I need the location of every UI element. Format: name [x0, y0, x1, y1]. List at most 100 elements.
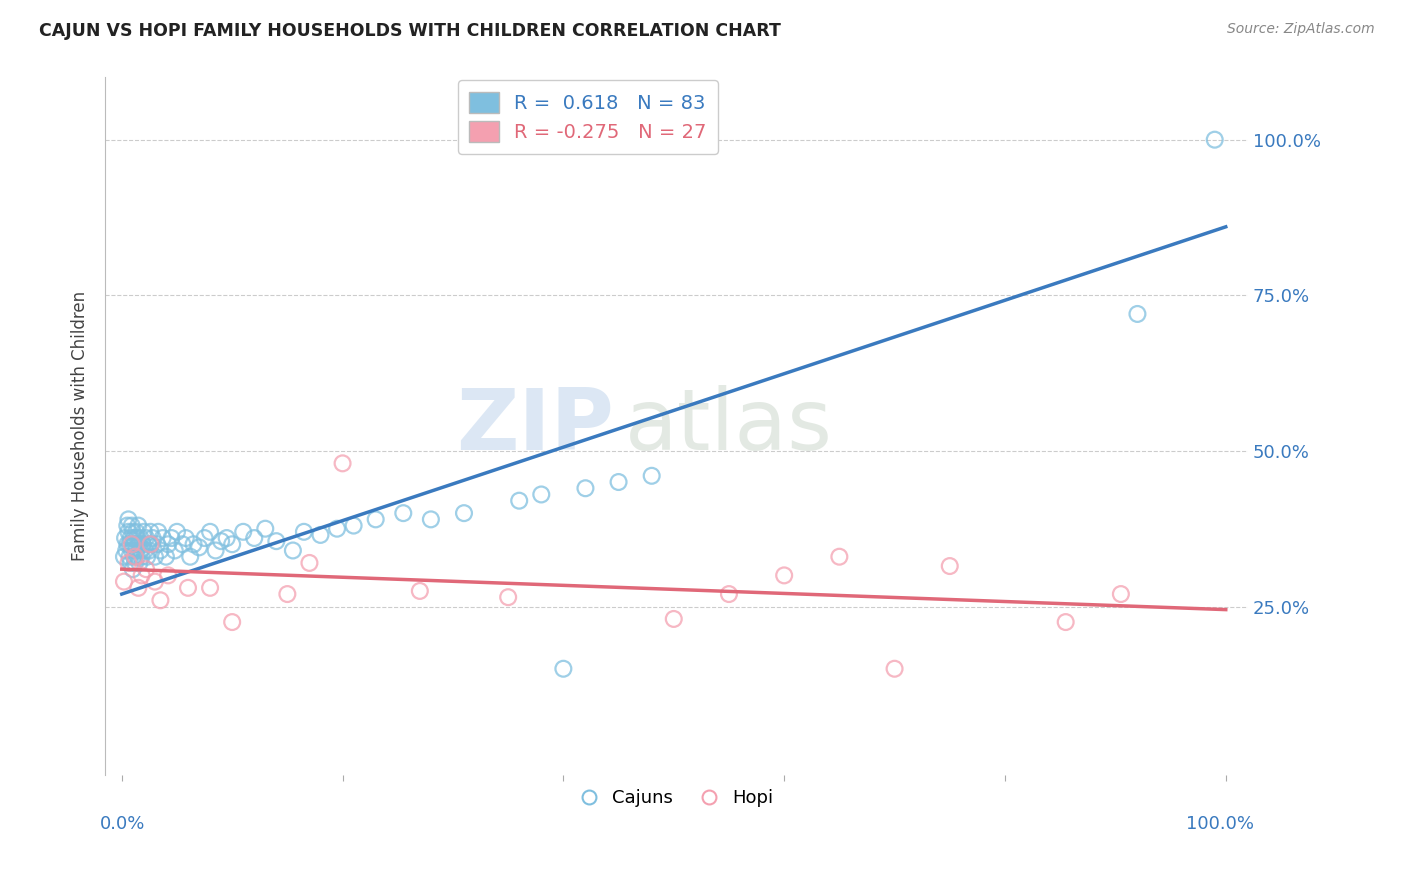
- Point: [121, 524, 143, 539]
- Y-axis label: Family Households with Children: Family Households with Children: [72, 291, 89, 561]
- Text: CAJUN VS HOPI FAMILY HOUSEHOLDS WITH CHILDREN CORRELATION CHART: CAJUN VS HOPI FAMILY HOUSEHOLDS WITH CHI…: [39, 22, 782, 40]
- Point: [117, 518, 139, 533]
- Point: [343, 518, 366, 533]
- Point: [198, 524, 221, 539]
- Point: [574, 481, 596, 495]
- Point: [160, 531, 183, 545]
- Point: [112, 574, 135, 589]
- Point: [364, 512, 387, 526]
- Point: [138, 543, 160, 558]
- Point: [129, 543, 152, 558]
- Point: [132, 537, 155, 551]
- Point: [139, 524, 162, 539]
- Point: [132, 524, 155, 539]
- Point: [607, 475, 630, 489]
- Point: [121, 518, 143, 533]
- Point: [174, 531, 197, 545]
- Point: [198, 581, 221, 595]
- Point: [125, 543, 148, 558]
- Point: [129, 531, 152, 545]
- Point: [128, 556, 150, 570]
- Point: [453, 506, 475, 520]
- Point: [553, 662, 575, 676]
- Point: [117, 556, 139, 570]
- Point: [122, 549, 145, 564]
- Point: [662, 612, 685, 626]
- Text: Source: ZipAtlas.com: Source: ZipAtlas.com: [1227, 22, 1375, 37]
- Legend: Cajuns, Hopi: Cajuns, Hopi: [572, 782, 780, 814]
- Point: [1126, 307, 1149, 321]
- Point: [215, 531, 238, 545]
- Point: [120, 531, 142, 545]
- Point: [149, 593, 172, 607]
- Point: [221, 537, 243, 551]
- Point: [117, 512, 139, 526]
- Point: [508, 493, 530, 508]
- Point: [128, 537, 150, 551]
- Point: [530, 487, 553, 501]
- Point: [127, 549, 149, 564]
- Point: [114, 531, 136, 545]
- Point: [172, 537, 194, 551]
- Point: [419, 512, 441, 526]
- Point: [121, 543, 143, 558]
- Text: 100.0%: 100.0%: [1185, 815, 1254, 833]
- Point: [135, 531, 157, 545]
- Point: [243, 531, 266, 545]
- Point: [276, 587, 298, 601]
- Point: [157, 537, 180, 551]
- Point: [139, 537, 162, 551]
- Point: [1054, 615, 1077, 629]
- Point: [118, 537, 141, 551]
- Point: [232, 524, 254, 539]
- Point: [204, 543, 226, 558]
- Point: [141, 537, 163, 551]
- Point: [155, 549, 177, 564]
- Point: [117, 524, 139, 539]
- Point: [281, 543, 304, 558]
- Point: [166, 524, 188, 539]
- Point: [209, 534, 232, 549]
- Point: [124, 556, 146, 570]
- Point: [326, 522, 349, 536]
- Point: [152, 531, 174, 545]
- Point: [127, 537, 149, 551]
- Point: [939, 559, 962, 574]
- Point: [157, 568, 180, 582]
- Point: [124, 537, 146, 551]
- Point: [177, 581, 200, 595]
- Point: [332, 456, 354, 470]
- Point: [148, 524, 170, 539]
- Point: [188, 541, 211, 555]
- Point: [134, 543, 156, 558]
- Point: [392, 506, 415, 520]
- Point: [309, 528, 332, 542]
- Point: [146, 537, 169, 551]
- Point: [496, 590, 519, 604]
- Point: [135, 562, 157, 576]
- Point: [121, 562, 143, 576]
- Point: [717, 587, 740, 601]
- Point: [292, 524, 315, 539]
- Point: [298, 556, 321, 570]
- Text: ZIP: ZIP: [456, 384, 613, 467]
- Point: [117, 537, 139, 551]
- Point: [163, 543, 186, 558]
- Point: [127, 518, 149, 533]
- Point: [266, 534, 288, 549]
- Text: 0.0%: 0.0%: [100, 815, 145, 833]
- Point: [121, 537, 143, 551]
- Point: [124, 549, 146, 564]
- Point: [131, 568, 153, 582]
- Point: [143, 549, 166, 564]
- Point: [773, 568, 796, 582]
- Text: atlas: atlas: [626, 384, 834, 467]
- Point: [143, 574, 166, 589]
- Point: [131, 549, 153, 564]
- Point: [883, 662, 905, 676]
- Point: [193, 531, 215, 545]
- Point: [125, 524, 148, 539]
- Point: [136, 537, 159, 551]
- Point: [142, 531, 165, 545]
- Point: [409, 583, 432, 598]
